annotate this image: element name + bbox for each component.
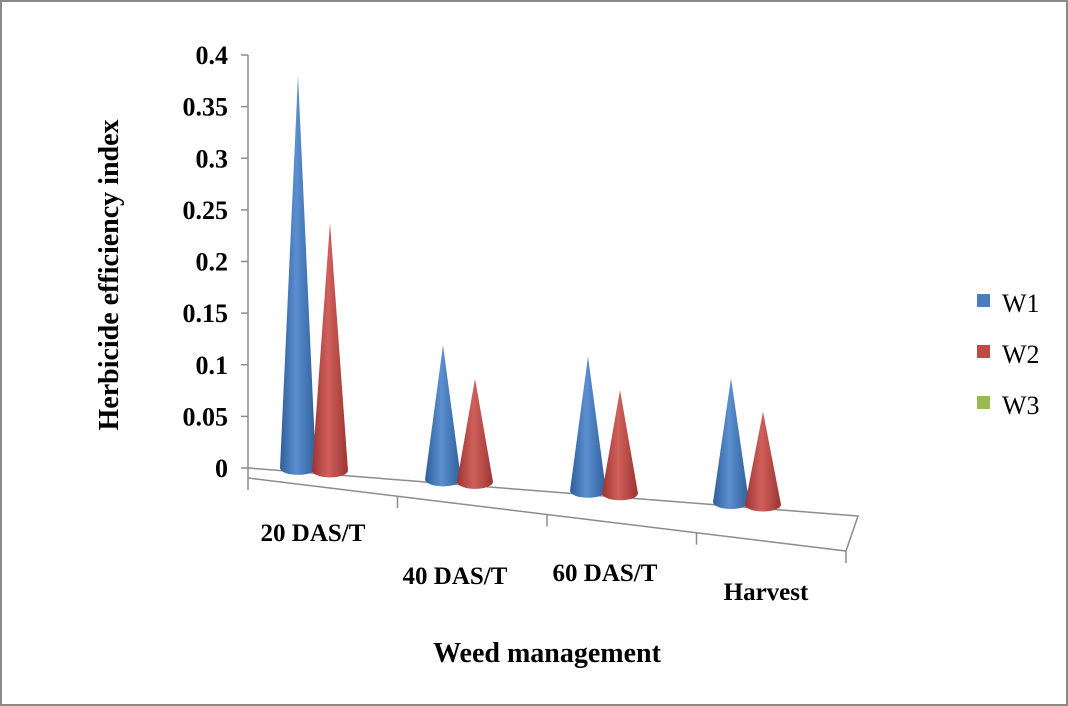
y-tick-label: 0.15 [183,299,229,328]
x-category-label: 20 DAS/T [261,520,366,547]
x-category-label: 60 DAS/T [553,560,658,587]
y-tick-label: 0 [215,454,228,483]
cone-w2-2 [602,390,638,501]
cone-w2-0 [312,222,348,478]
legend-label-w1: W1 [1002,289,1040,318]
legend-swatch-w2 [977,345,990,358]
y-tick-label: 0.35 [183,93,229,122]
legend-swatch-w3 [977,396,990,409]
y-tick-label: 0.2 [196,248,229,277]
x-category-label: Harvest [724,579,809,606]
y-axis-title: Herbicide efficiency index [94,119,125,430]
cone-w2-3 [745,411,781,512]
y-tick-label: 0.4 [196,41,229,70]
y-tick-label: 0.1 [196,351,229,380]
y-tick-label: 0.25 [183,196,229,225]
y-axis-ticks: 0 0.05 0.1 0.15 0.2 0.25 0.3 0.35 0.4 [183,41,248,483]
cone-series [280,75,781,512]
cone-w1-2 [570,356,606,498]
legend: W1 W2 W3 [977,289,1040,420]
x-category-label: 40 DAS/T [403,563,508,590]
legend-label-w2: W2 [1002,340,1040,369]
cone-w1-1 [425,345,461,487]
y-tick-label: 0.05 [183,402,229,431]
category-labels: 20 DAS/T 40 DAS/T 60 DAS/T Harvest [261,520,809,606]
y-tick-label: 0.3 [196,144,229,173]
legend-label-w3: W3 [1002,391,1040,420]
cone-w2-1 [457,378,493,489]
cone-w1-3 [713,378,749,510]
legend-swatch-w1 [977,294,990,307]
cone-w1-0 [280,75,316,475]
x-axis-title: Weed management [433,638,662,669]
x-axis-ticks [247,478,847,563]
